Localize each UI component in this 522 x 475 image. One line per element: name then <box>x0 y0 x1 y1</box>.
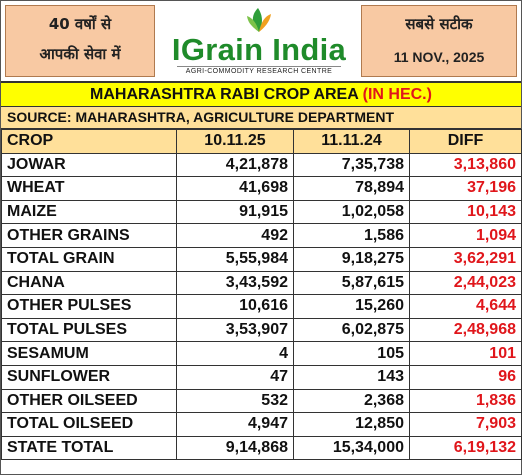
previous-area-cell: 5,87,615 <box>293 270 410 296</box>
current-area-cell: 4,947 <box>176 412 294 437</box>
tagline-line-2: आपकी सेवा में <box>39 45 121 63</box>
crop-name-cell: CHANA <box>1 270 177 296</box>
title-unit: (IN HEC.) <box>362 86 432 103</box>
crop-area-table: CROP 10.11.25 11.11.24 DIFF JOWAR 4,21,87… <box>1 129 522 461</box>
current-area-cell: 4 <box>176 341 294 366</box>
current-area-cell: 47 <box>176 364 294 390</box>
table-row: STATE TOTAL 9,14,868 15,34,000 6,19,132 <box>1 435 522 461</box>
table-row: CHANA 3,43,592 5,87,615 2,44,023 <box>1 270 522 296</box>
previous-area-cell: 12,850 <box>293 412 410 437</box>
table-row: OTHER OILSEED 532 2,368 1,836 <box>1 388 522 414</box>
logo-subtitle: AGRI-COMMODITY RESEARCH CENTRE <box>177 66 341 75</box>
diff-cell: 7,903 <box>409 412 522 437</box>
table-row: JOWAR 4,21,878 7,35,738 3,13,860 <box>1 152 522 178</box>
previous-area-cell: 1,02,058 <box>293 199 410 225</box>
previous-area-cell: 15,260 <box>293 294 410 319</box>
report-date: 11 NOV., 2025 <box>393 49 485 65</box>
crop-name-cell: OTHER PULSES <box>1 294 177 319</box>
col-header-diff: DIFF <box>409 129 522 154</box>
current-area-cell: 3,53,907 <box>176 317 294 343</box>
diff-cell: 6,19,132 <box>409 435 522 461</box>
table-row: SESAMUM 4 105 101 <box>1 341 522 366</box>
table-header-row: CROP 10.11.25 11.11.24 DIFF <box>1 129 522 154</box>
current-area-cell: 41,698 <box>176 176 294 201</box>
table-row: OTHER GRAINS 492 1,586 1,094 <box>1 223 522 248</box>
grain-leaf-icon <box>247 8 271 32</box>
accuracy-box: सबसे सटीक 11 NOV., 2025 <box>361 5 517 77</box>
diff-cell: 4,644 <box>409 294 522 319</box>
diff-cell: 1,094 <box>409 223 522 248</box>
tagline-line-1: 40 वर्षों से <box>48 15 112 33</box>
current-area-cell: 3,43,592 <box>176 270 294 296</box>
current-area-cell: 10,616 <box>176 294 294 319</box>
title-main: MAHARASHTRA RABI CROP AREA <box>90 86 363 103</box>
previous-area-cell: 9,18,275 <box>293 246 410 272</box>
diff-cell: 1,836 <box>409 388 522 414</box>
col-header-previous: 11.11.24 <box>293 129 410 154</box>
current-area-cell: 532 <box>176 388 294 414</box>
crop-name-cell: JOWAR <box>1 152 177 178</box>
previous-area-cell: 143 <box>293 364 410 390</box>
igrain-logo: IGrain India AGRI-COMMODITY RESEARCH CEN… <box>161 4 357 78</box>
table-row: TOTAL PULSES 3,53,907 6,02,875 2,48,968 <box>1 317 522 343</box>
table-row: SUNFLOWER 47 143 96 <box>1 364 522 390</box>
diff-cell: 37,196 <box>409 176 522 201</box>
tagline-box: 40 वर्षों से आपकी सेवा में <box>5 5 155 77</box>
report-header: 40 वर्षों से आपकी सेवा में IGrain India … <box>1 1 521 81</box>
table-row: TOTAL GRAIN 5,55,984 9,18,275 3,62,291 <box>1 246 522 272</box>
diff-cell: 101 <box>409 341 522 366</box>
diff-cell: 3,13,860 <box>409 152 522 178</box>
previous-area-cell: 15,34,000 <box>293 435 410 461</box>
diff-cell: 10,143 <box>409 199 522 225</box>
crop-name-cell: OTHER OILSEED <box>1 388 177 414</box>
crop-name-cell: TOTAL OILSEED <box>1 412 177 437</box>
crop-name-cell: MAIZE <box>1 199 177 225</box>
crop-name-cell: STATE TOTAL <box>1 435 177 461</box>
col-header-current: 10.11.25 <box>176 129 294 154</box>
current-area-cell: 5,55,984 <box>176 246 294 272</box>
previous-area-cell: 6,02,875 <box>293 317 410 343</box>
current-area-cell: 4,21,878 <box>176 152 294 178</box>
crop-name-cell: WHEAT <box>1 176 177 201</box>
crop-name-cell: TOTAL GRAIN <box>1 246 177 272</box>
diff-cell: 96 <box>409 364 522 390</box>
diff-cell: 2,48,968 <box>409 317 522 343</box>
diff-cell: 3,62,291 <box>409 246 522 272</box>
table-body: JOWAR 4,21,878 7,35,738 3,13,860 WHEAT 41,698… <box>1 152 522 461</box>
source-line: SOURCE: MAHARASHTRA, AGRICULTURE DEPARTM… <box>1 107 521 129</box>
table-row: OTHER PULSES 10,616 15,260 4,644 <box>1 294 522 319</box>
current-area-cell: 492 <box>176 223 294 248</box>
col-header-crop: CROP <box>1 129 177 154</box>
table-row: WHEAT 41,698 78,894 37,196 <box>1 176 522 201</box>
previous-area-cell: 7,35,738 <box>293 152 410 178</box>
accuracy-tagline: सबसे सटीक <box>405 15 473 33</box>
current-area-cell: 9,14,868 <box>176 435 294 461</box>
crop-name-cell: SESAMUM <box>1 341 177 366</box>
table-row: MAIZE 91,915 1,02,058 10,143 <box>1 199 522 225</box>
logo-wordmark: IGrain India <box>171 32 347 67</box>
previous-area-cell: 1,586 <box>293 223 410 248</box>
previous-area-cell: 2,368 <box>293 388 410 414</box>
crop-name-cell: TOTAL PULSES <box>1 317 177 343</box>
table-row: TOTAL OILSEED 4,947 12,850 7,903 <box>1 412 522 437</box>
current-area-cell: 91,915 <box>176 199 294 225</box>
diff-cell: 2,44,023 <box>409 270 522 296</box>
crop-name-cell: OTHER GRAINS <box>1 223 177 248</box>
crop-name-cell: SUNFLOWER <box>1 364 177 390</box>
previous-area-cell: 105 <box>293 341 410 366</box>
previous-area-cell: 78,894 <box>293 176 410 201</box>
report-title: MAHARASHTRA RABI CROP AREA (IN HEC.) <box>1 81 521 107</box>
